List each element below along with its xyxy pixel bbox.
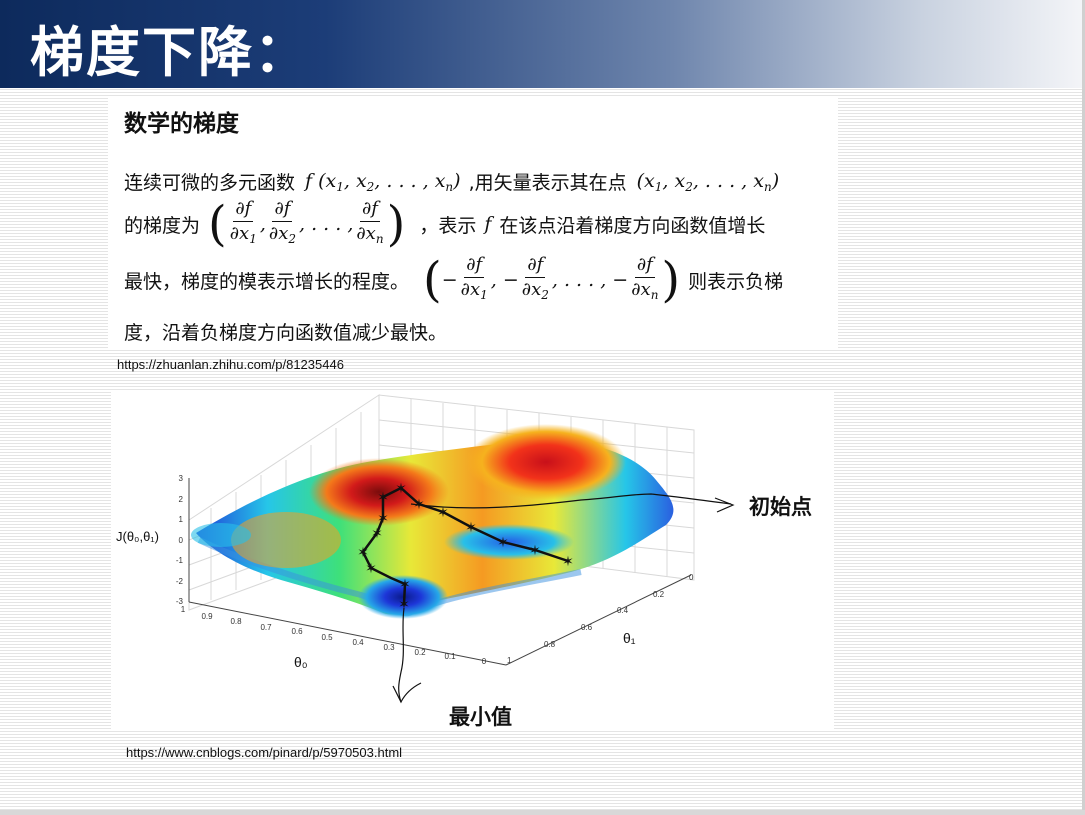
svg-text:1: 1 (179, 515, 184, 524)
neg-gradient-close-paren: ) (661, 252, 681, 308)
bottom-border (0, 810, 1085, 815)
svg-text:✶: ✶ (497, 535, 509, 551)
neg-gradient-open-paren: ( (423, 252, 442, 308)
svg-text:2: 2 (179, 495, 184, 504)
symbol-f: f (484, 213, 492, 235)
gradient-close-paren: ) (386, 196, 406, 252)
svg-text:✶: ✶ (465, 520, 477, 536)
svg-text:✶: ✶ (395, 481, 407, 497)
svg-text:0.4: 0.4 (352, 638, 364, 647)
svg-text:✶: ✶ (437, 505, 449, 521)
minimum-annotation: 最小值 (449, 705, 512, 729)
definition-line-3: 最快，梯度的模表示增长的程度。 ( − ∂f ∂x1 , − ∂f ∂x2 , . … (124, 252, 784, 308)
valley-minimum (358, 575, 448, 619)
svg-text:✶: ✶ (399, 577, 411, 593)
svg-text:✶: ✶ (377, 490, 389, 506)
function-expression: f (x1, x2, . . . , xn) (305, 169, 461, 194)
line4-text: 度，沿着负梯度方向函数值减少最快。 (124, 322, 448, 344)
svg-text:-2: -2 (176, 577, 184, 586)
axes (188, 478, 692, 666)
theta1-axis-label: θ₁ (623, 630, 636, 646)
svg-text:✶: ✶ (357, 545, 369, 561)
svg-text:0.7: 0.7 (260, 623, 272, 632)
line2-text-a: 的梯度为 (124, 214, 201, 237)
svg-text:1: 1 (507, 656, 512, 665)
definition-line-1: 连续可微的多元函数 f (x1, x2, . . . , xn) ,用矢量表示其… (124, 168, 779, 195)
gradient-definition-panel: 数学的梯度 连续可微的多元函数 f (x1, x2, . . . , xn) ,… (108, 96, 838, 350)
svg-text:0.6: 0.6 (581, 623, 593, 632)
svg-text:-3: -3 (176, 597, 184, 606)
partial-fraction-xn: ∂f ∂xn (356, 198, 384, 246)
partial-fraction-x2: ∂f ∂x2 (268, 198, 297, 246)
gradient-open-paren: ( (208, 196, 227, 252)
line3-text-a: 最快，梯度的模表示增长的程度。 (124, 270, 410, 293)
svg-text:3: 3 (179, 474, 184, 483)
svg-text:0.8: 0.8 (544, 640, 556, 649)
peak-left (309, 458, 449, 526)
svg-text:0.1: 0.1 (444, 652, 456, 661)
definition-line-4: 度，沿着负梯度方向函数值减少最快。 (124, 318, 447, 345)
point-expression: (x1, x2, . . . , xn) (636, 169, 780, 194)
svg-text:✶: ✶ (377, 511, 389, 527)
peak-right (466, 424, 626, 500)
svg-text:✶: ✶ (398, 597, 410, 613)
line1-text-b: ,用矢量表示其在点 (468, 172, 627, 194)
definition-line-2: 的梯度为 ( ∂f ∂x1 , ∂f ∂x2 , . . . , ∂f ∂xn ) ，… (124, 196, 766, 252)
annotation-arrows (392, 493, 735, 704)
svg-text:0: 0 (179, 536, 184, 545)
z-tick-labels: 3 2 1 0 -1 -2 -3 (176, 474, 184, 606)
svg-text:1: 1 (181, 605, 186, 614)
theta0-tick-labels: 1 0.9 0.8 0.7 0.6 0.5 0.4 0.3 0.2 0.1 0 (181, 605, 487, 666)
source-link-zhihu[interactable]: https://zhuanlan.zhihu.com/p/81235446 (117, 357, 344, 372)
svg-text:0: 0 (482, 657, 487, 666)
svg-text:0.6: 0.6 (291, 627, 303, 636)
line3-text-b: 则表示负梯 (688, 270, 784, 293)
slide-title: 梯度下降： (30, 20, 310, 84)
title-bar: 梯度下降： (0, 0, 1085, 88)
svg-text:✶: ✶ (371, 526, 383, 542)
svg-text:0.5: 0.5 (321, 633, 333, 642)
z-axis-label: J(θ₀,θ₁) (116, 529, 159, 544)
svg-text:0.8: 0.8 (230, 617, 242, 626)
svg-text:0.2: 0.2 (414, 648, 426, 657)
theta0-axis-label: θ₀ (294, 654, 308, 670)
neg-partial-fraction-x2: ∂f ∂x2 (521, 254, 549, 302)
initial-point-annotation: 初始点 (749, 495, 812, 519)
svg-text:-1: -1 (176, 556, 184, 565)
svg-text:0.2: 0.2 (653, 590, 665, 599)
descent-paths (361, 486, 569, 605)
valley-secondary (444, 524, 574, 560)
theta1-tick-labels: 0 0.2 0.4 0.6 0.8 1 (507, 573, 694, 665)
svg-text:✶: ✶ (562, 554, 574, 570)
line2-text-c: 在该点沿着梯度方向函数值增长 (499, 214, 766, 237)
neg-partial-fraction-x1: ∂f ∂x1 (460, 254, 488, 302)
svg-text:0.9: 0.9 (201, 612, 213, 621)
svg-text:0: 0 (689, 573, 694, 582)
partial-fraction-x1: ∂f ∂x1 (229, 198, 257, 246)
line2-text-b: ，表示 (419, 214, 477, 237)
svg-text:0.4: 0.4 (617, 606, 629, 615)
neg-partial-fraction-xn: ∂f ∂xn (631, 254, 659, 302)
section-heading: 数学的梯度 (124, 111, 239, 137)
source-link-cnblogs[interactable]: https://www.cnblogs.com/pinard/p/5970503… (126, 745, 403, 760)
gradient-descent-figure: ✶ ✶ ✶ ✶ ✶ ✶ ✶ ✶ ✶ ✶ ✶ ✶ ✶ ✶ 3 2 1 0 -1 -2 -3 1 0.… (111, 390, 834, 730)
svg-text:0.3: 0.3 (383, 643, 395, 652)
surface-plot: ✶✶ ✶ ✶✶ ✶ ✶✶✶ ✶✶✶ ✶✶ 3 2 1 0 -1 -2 -3 1 0.… (116, 394, 812, 729)
svg-text:✶: ✶ (365, 561, 377, 577)
svg-text:✶: ✶ (529, 543, 541, 559)
descent-steps: ✶✶ ✶ ✶✶ ✶ ✶✶✶ ✶✶✶ ✶✶ (357, 481, 574, 613)
right-border (1082, 0, 1085, 815)
line1-text-a: 连续可微的多元函数 (124, 172, 296, 194)
